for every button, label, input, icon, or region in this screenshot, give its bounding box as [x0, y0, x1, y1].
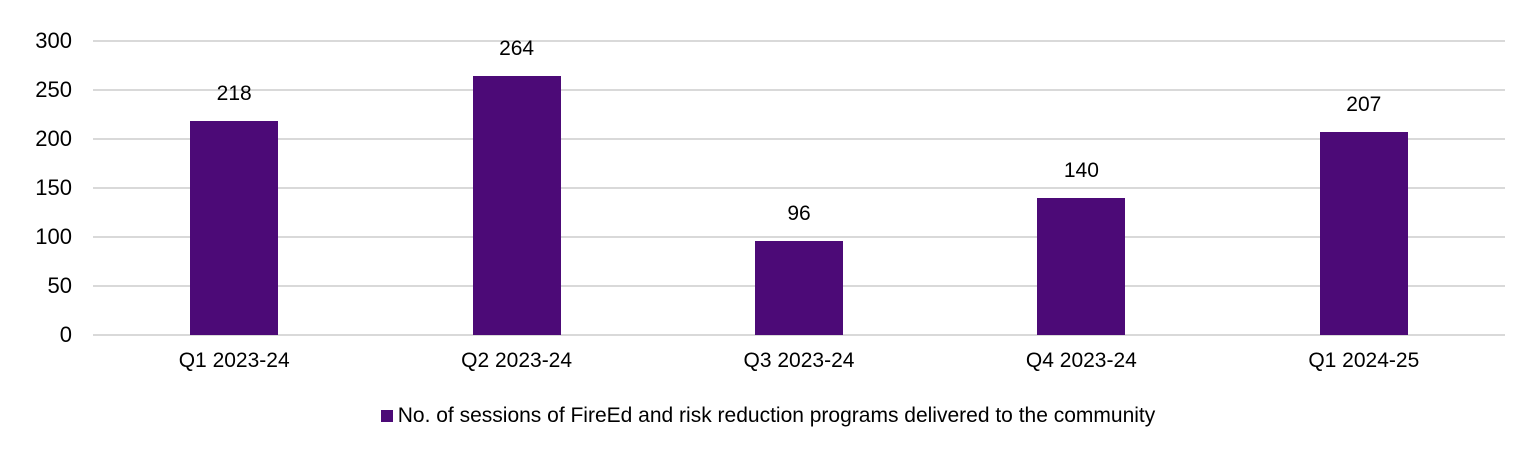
bar-value-label: 140 [1063, 158, 1099, 182]
bar [1037, 197, 1126, 335]
gridline [93, 138, 1505, 140]
x-axis-category-label: Q2 2023-24 [461, 349, 573, 372]
y-axis-tick-label: 150 [35, 175, 72, 200]
gridline [93, 236, 1505, 238]
legend-label: No. of sessions of FireEd and risk reduc… [397, 404, 1156, 427]
bar [755, 240, 843, 335]
x-axis-category-label: Q1 2023-24 [178, 349, 290, 372]
gridline [93, 334, 1505, 336]
legend: No. of sessions of FireEd and risk reduc… [0, 403, 1536, 429]
bar [472, 76, 561, 335]
x-axis-category-label: Q3 2023-24 [743, 349, 855, 372]
bar [190, 121, 279, 335]
x-axis-category-label: Q4 2023-24 [1025, 349, 1137, 372]
bar-value-label: 218 [216, 82, 252, 106]
bar-value-label: 207 [1346, 93, 1382, 117]
gridline [93, 40, 1505, 42]
bar-value-label: 264 [499, 37, 535, 61]
bar-value-label: 96 [787, 201, 811, 225]
y-axis-tick-label: 250 [35, 77, 72, 102]
y-axis-tick-label: 200 [35, 126, 72, 151]
y-axis-tick-label: 0 [59, 322, 72, 347]
legend-swatch-icon [380, 410, 393, 422]
gridline [93, 187, 1505, 189]
x-axis-category-label: Q1 2024-25 [1308, 349, 1420, 372]
gridline [93, 89, 1505, 91]
y-axis-tick-label: 100 [35, 224, 72, 249]
y-axis-tick-label: 300 [35, 28, 72, 53]
bar [1319, 132, 1408, 335]
y-axis-tick-label: 50 [47, 273, 72, 298]
